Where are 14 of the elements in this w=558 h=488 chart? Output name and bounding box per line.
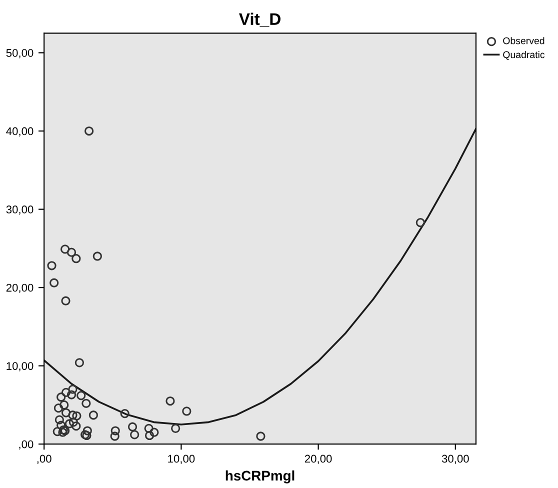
legend-label: Observed	[503, 37, 544, 44]
x-axis-title: hsCRPmgl	[226, 470, 294, 484]
x-tick-label: 20,00	[304, 454, 332, 464]
y-tick-label: 50,00	[6, 49, 34, 58]
y-tick-label: 30,00	[6, 206, 34, 215]
x-tick-label: ,00	[37, 454, 52, 464]
y-tick-label: 10,00	[6, 362, 34, 372]
chart-title: Vit_D	[238, 12, 280, 27]
y-tick-label: 40,00	[6, 127, 34, 136]
y-tick-label: ,00	[19, 440, 34, 450]
x-tick-label: 10,00	[168, 454, 195, 464]
x-tick-label: 30,00	[442, 454, 469, 464]
legend-label: Quadratic	[503, 50, 545, 60]
y-tick-label: 20,00	[6, 284, 34, 293]
